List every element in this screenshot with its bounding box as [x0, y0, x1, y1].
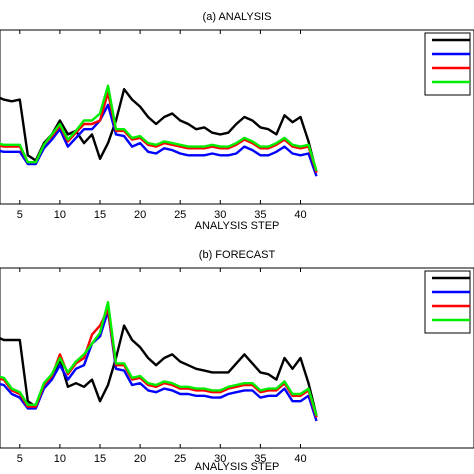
- x-tick-label: 20: [134, 453, 146, 465]
- legend: [424, 32, 471, 96]
- panel-forecast: (b) FORECAST 5 10 15 20 25 30 35 40 ANALYSIS ST…: [0, 249, 474, 473]
- series-line-1: [0, 87, 318, 173]
- panel-analysis: (a) ANALYSIS 5 10 15 20 25 30 35 40 ANALYSIS ST…: [0, 11, 474, 232]
- series-line-2: [0, 310, 318, 422]
- x-tick-label: 40: [294, 209, 306, 221]
- legend: [424, 270, 471, 334]
- chart-title: (b) FORECAST: [199, 249, 276, 261]
- x-tick-label: 25: [174, 453, 186, 465]
- legend-box: [424, 32, 471, 96]
- plot-area-frame: [0, 29, 474, 205]
- x-tick-label: 30: [214, 453, 226, 465]
- x-tick-label: 5: [17, 453, 23, 465]
- x-tick-label: 30: [214, 209, 226, 221]
- x-axis-ticks: 5 10 15 20 25 30 35 40: [17, 268, 307, 465]
- x-tick-label: 15: [94, 209, 106, 221]
- chart-title: (a) ANALYSIS: [203, 11, 272, 23]
- x-axis-ticks: 5 10 15 20 25 30 35 40: [17, 30, 307, 221]
- x-tick-label: 15: [94, 453, 106, 465]
- x-tick-label: 25: [174, 209, 186, 221]
- series-line-4: [0, 84, 318, 172]
- x-tick-label: 20: [134, 209, 146, 221]
- series-line-2: [0, 103, 318, 177]
- series-line-1: [0, 324, 318, 416]
- series-line-4: [0, 301, 318, 416]
- x-tick-label: 10: [54, 453, 66, 465]
- x-axis-label: ANALYSIS STEP: [195, 220, 280, 232]
- x-tick-label: 35: [254, 453, 266, 465]
- x-tick-label: 40: [294, 453, 306, 465]
- legend-box: [424, 270, 471, 334]
- x-axis-label: ANALYSIS STEP: [195, 461, 280, 473]
- series-lines: [0, 84, 318, 177]
- x-tick-label: 35: [254, 209, 266, 221]
- plot-area-frame: [0, 267, 474, 449]
- series-lines: [0, 301, 318, 422]
- series-line-3: [0, 91, 318, 174]
- x-tick-label: 5: [17, 209, 23, 221]
- x-tick-label: 10: [54, 209, 66, 221]
